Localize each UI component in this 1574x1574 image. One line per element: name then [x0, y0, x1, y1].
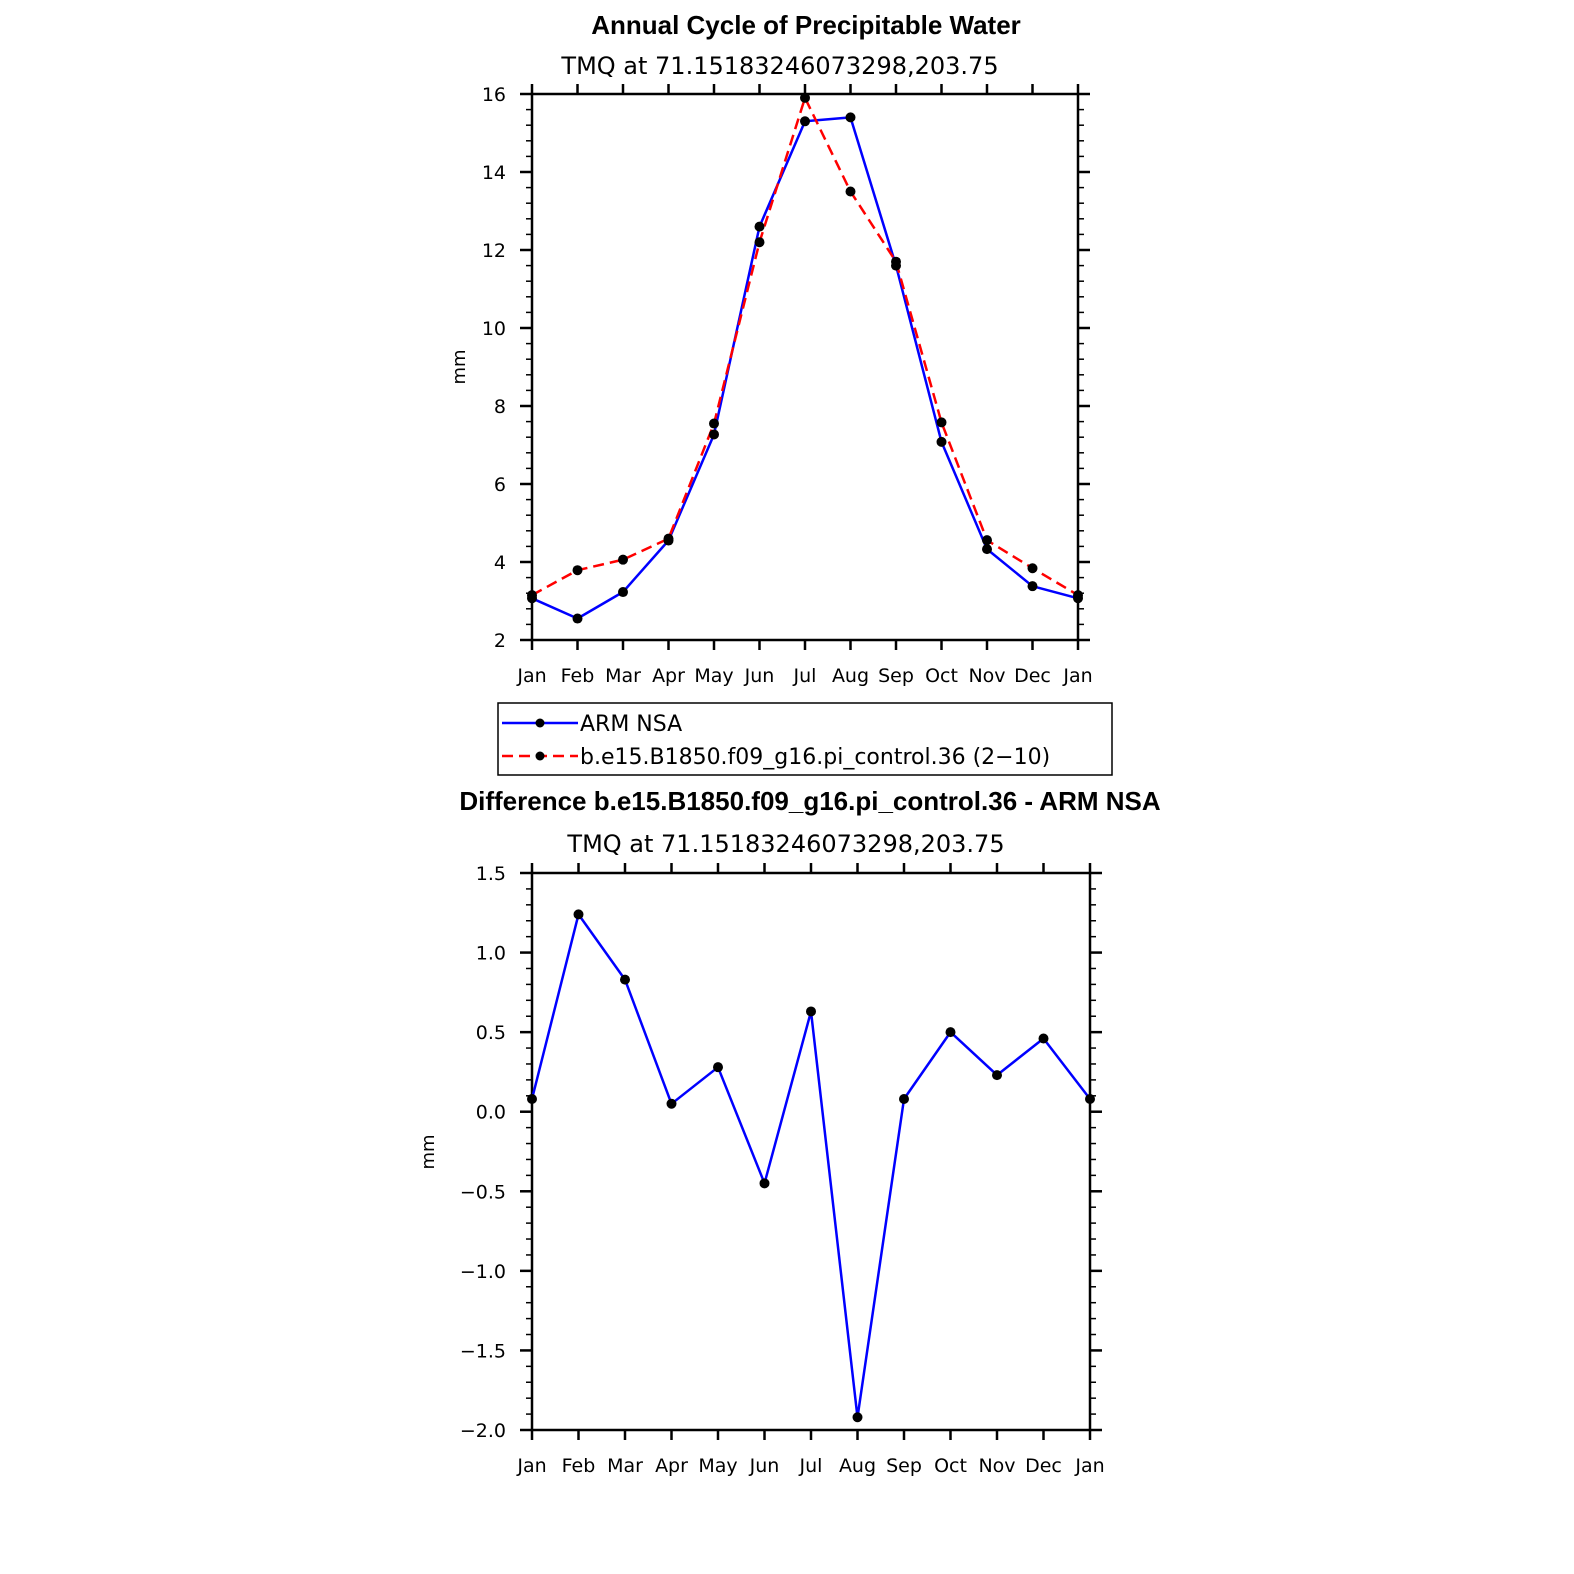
c2-series-0-point	[899, 1093, 909, 1104]
c1-x-tick-label: Aug	[832, 665, 869, 687]
c2-y-tick-label: 0.0	[476, 1102, 506, 1124]
chart-2-y-axis-label: mm	[418, 1134, 439, 1169]
c2-y-tick-label: −0.5	[460, 1181, 506, 1203]
c1-x-tick-label: Mar	[605, 665, 641, 687]
c1-x-tick-label: Sep	[878, 665, 914, 687]
c1-series-0-point	[800, 116, 810, 127]
c1-series-1-point	[891, 256, 901, 267]
c2-y-tick-label: −1.0	[460, 1261, 506, 1283]
chart-2-plot-frame	[530, 871, 1092, 1432]
c2-x-tick-label: Feb	[562, 1455, 596, 1477]
c2-series-0-point	[945, 1027, 956, 1038]
c1-series-0-point	[1027, 581, 1038, 592]
c1-y-tick-label: 8	[494, 396, 506, 418]
c2-y-tick-label: 1.0	[476, 943, 506, 965]
c1-series-0-point	[982, 544, 992, 555]
c1-y-tick-label: 14	[482, 162, 506, 184]
difference-chart: Difference b.e15.B1850.f09_g16.pi_contro…	[418, 786, 1161, 1477]
c1-series-line-1	[531, 96, 1079, 597]
c2-x-tick-label: Nov	[978, 1455, 1015, 1477]
c1-series-1-point	[1073, 590, 1083, 601]
c2-x-tick-label: Jun	[749, 1455, 780, 1477]
c1-series-1-point	[527, 590, 537, 601]
c1-y-tick-label: 4	[494, 552, 506, 574]
c2-x-tick-label: Jan	[516, 1455, 546, 1477]
c2-x-tick-label: Jan	[1074, 1455, 1104, 1477]
c2-series-0-point	[806, 1006, 816, 1017]
legend-marker-obs	[535, 718, 545, 728]
c2-x-tick-label: Jul	[799, 1455, 823, 1477]
c1-x-tick-label: Jun	[744, 665, 775, 687]
legend-label-model: b.e15.B1850.f09_g16.pi_control.36 (2−10)	[580, 745, 1050, 770]
chart-1-subtitle: TMQ at 71.15183246073298,203.75	[560, 52, 998, 80]
c1-y-tick-label: 16	[482, 84, 506, 106]
c2-series-0-point	[1085, 1093, 1095, 1104]
c1-series-0-point	[709, 429, 719, 440]
legend-box	[497, 702, 1113, 776]
c1-series-0-point	[572, 613, 583, 624]
c1-series-1-point	[709, 418, 719, 429]
c2-x-tick-label: Mar	[607, 1455, 643, 1477]
c2-x-tick-label: Aug	[839, 1455, 876, 1477]
c1-series-1-point	[982, 535, 992, 546]
c2-y-tick-label: −1.5	[460, 1340, 506, 1362]
c1-series-0-point	[845, 112, 856, 123]
c1-x-tick-label: Jan	[516, 665, 546, 687]
c1-y-tick-label: 10	[482, 318, 506, 340]
c2-series-0-point	[1038, 1033, 1049, 1044]
c2-series-0-point	[573, 909, 584, 920]
chart-1-title: Annual Cycle of Precipitable Water	[591, 10, 1021, 40]
c1-x-tick-label: Nov	[968, 665, 1005, 687]
c1-series-0-point	[754, 221, 765, 232]
c1-series-1-point	[1027, 563, 1038, 574]
c2-y-tick-label: −2.0	[460, 1420, 506, 1442]
c1-x-tick-label: Dec	[1014, 665, 1051, 687]
c2-series-0-point	[527, 1093, 537, 1104]
legend-marker-model	[535, 751, 545, 761]
c1-x-tick-label: Jul	[793, 665, 817, 687]
c2-series-0-point	[852, 1412, 863, 1423]
c1-x-tick-label: Jan	[1062, 665, 1092, 687]
c2-series-0-point	[620, 974, 630, 985]
chart-2-title: Difference b.e15.B1850.f09_g16.pi_contro…	[459, 786, 1161, 816]
c1-series-line-0	[531, 116, 1079, 620]
c2-y-tick-label: 0.5	[476, 1022, 506, 1044]
chart-1-y-axis-label: mm	[449, 349, 470, 384]
c1-series-0-point	[936, 436, 947, 447]
c1-series-1-point	[663, 533, 674, 544]
c2-series-0-point	[759, 1178, 770, 1189]
c1-series-1-point	[754, 237, 765, 248]
legend-item-obs: ARM NSA	[502, 712, 682, 737]
c2-x-tick-label: Dec	[1025, 1455, 1062, 1477]
c1-x-tick-label: Feb	[561, 665, 595, 687]
c1-y-tick-label: 12	[482, 240, 506, 262]
c2-series-line-0	[530, 913, 1091, 1419]
annual-cycle-chart: Annual Cycle of Precipitable Water TMQ a…	[449, 10, 1093, 687]
chart-2-subtitle: TMQ at 71.15183246073298,203.75	[566, 830, 1004, 858]
c2-x-tick-label: Apr	[655, 1455, 688, 1477]
c2-y-tick-label: 1.5	[476, 863, 506, 885]
legend-item-model: b.e15.B1850.f09_g16.pi_control.36 (2−10)	[502, 745, 1050, 770]
c1-x-tick-label: May	[694, 665, 733, 687]
c1-series-1-point	[618, 554, 628, 565]
c2-series-0-point	[992, 1070, 1002, 1081]
c1-series-1-point	[572, 565, 583, 576]
c1-x-tick-label: Oct	[925, 665, 958, 687]
c1-series-1-point	[800, 92, 810, 103]
legend-label-obs: ARM NSA	[580, 712, 682, 737]
c1-series-0-point	[618, 587, 628, 598]
c2-x-tick-label: Sep	[886, 1455, 922, 1477]
c1-x-tick-label: Apr	[652, 665, 685, 687]
c1-y-tick-label: 2	[494, 630, 506, 652]
c2-x-tick-label: May	[698, 1455, 737, 1477]
c1-y-tick-label: 6	[494, 474, 506, 496]
c2-series-0-point	[666, 1098, 677, 1109]
c2-x-tick-label: Oct	[934, 1455, 967, 1477]
legend: ARM NSA b.e15.B1850.f09_g16.pi_control.3…	[497, 702, 1113, 776]
c2-series-0-point	[713, 1062, 723, 1073]
c1-series-1-point	[845, 186, 856, 197]
c1-series-1-point	[936, 417, 947, 428]
